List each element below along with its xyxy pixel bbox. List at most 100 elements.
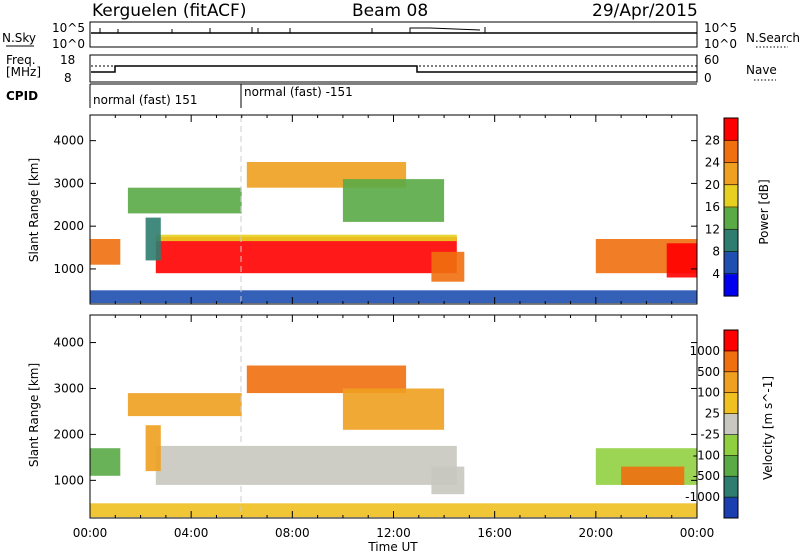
- power-region-9: [666, 243, 697, 278]
- power-axes: 1000 2000 3000 4000: [53, 115, 698, 304]
- velocity-ytick-label-1: 2000: [53, 427, 84, 441]
- velocity-colorbar-tick-label-0: 1000: [689, 344, 720, 358]
- velocity-region-3: [127, 393, 242, 417]
- power-colorbar-swatch-1: [724, 251, 738, 275]
- nsky-spikes: [99, 27, 486, 33]
- nsky-right-tick-top: 10^5: [704, 21, 737, 35]
- power-colorbar-tick-label-2: 12: [705, 222, 720, 236]
- power-colorbar-swatch-6: [724, 140, 738, 164]
- velocity-region-6: [431, 466, 465, 495]
- power-region-4: [127, 187, 242, 214]
- power-colorbar-tick-label-4: 20: [705, 178, 720, 192]
- velocity-colorbar-tick-label-5: -100: [693, 448, 720, 462]
- power-heatmap-data: [90, 116, 697, 304]
- velocity-colorbar-swatch-6: [724, 371, 738, 394]
- power-region-7: [431, 251, 465, 282]
- velocity-region-5: [342, 388, 445, 430]
- freq-left-tick-top: 18: [60, 53, 75, 67]
- velocity-colorbar-swatch-3: [724, 434, 738, 456]
- power-colorbar-swatch-4: [724, 184, 738, 208]
- freq-trace: [91, 65, 697, 73]
- time-axis-labels: 00:00 04:00 08:00 12:00 16:00 20:00 00:00: [73, 526, 715, 540]
- velocity-colorbar-tick-label-2: 100: [697, 386, 720, 400]
- power-region-3: [145, 217, 161, 261]
- time-tick-label-1: 04:00: [174, 526, 209, 540]
- power-colorbar-tick-label-5: 24: [705, 156, 720, 170]
- velocity-region-1: [155, 445, 457, 485]
- velocity-region-9: [90, 503, 697, 518]
- time-tick-label-0: 00:00: [73, 526, 108, 540]
- date-title: 29/Apr/2015: [592, 1, 698, 21]
- nsearch-label: N.Search: [746, 31, 800, 45]
- velocity-colorbar-swatch-4: [724, 413, 738, 435]
- velocity-colorbar: 1000 500 100 25 -25 -100 -500 -1000: [685, 329, 739, 519]
- nsky-left-tick-top: 10^5: [52, 21, 85, 35]
- velocity-ytick-label-0: 1000: [53, 473, 84, 487]
- power-colorbar-swatch-5: [724, 162, 738, 186]
- power-colorbar-tick-label-1: 8: [712, 245, 720, 259]
- time-tick-label-6: 00:00: [680, 526, 715, 540]
- velocity-colorbar-swatch-5: [724, 392, 738, 415]
- velocity-colorbar-swatch-1: [724, 476, 738, 498]
- power-colorbar-swatch-7: [724, 118, 738, 141]
- power-colorbar-swatch-2: [724, 229, 738, 253]
- freq-label-1: Freq.: [6, 53, 36, 67]
- power-ylabel: Slant Range [km]: [27, 158, 41, 262]
- time-tick-label-5: 20:00: [579, 526, 614, 540]
- power-ytick-label-2: 3000: [53, 176, 84, 190]
- time-tick-label-2: 08:00: [275, 526, 310, 540]
- velocity-region-0: [90, 448, 121, 476]
- velocity-region-2: [145, 425, 161, 472]
- power-colorbar: 4 8 12 16 20 24 28: [705, 117, 739, 297]
- cpid-label: CPID: [6, 89, 38, 103]
- power-region-2: [155, 234, 457, 242]
- time-tick-label-3: 12:00: [376, 526, 411, 540]
- velocity-colorbar-frame: [723, 329, 739, 519]
- station-title: Kerguelen (fitACF): [92, 1, 246, 21]
- velocity-heatmap-data: [90, 316, 697, 518]
- velocity-axes: 1000 2000 3000 4000: [53, 315, 698, 518]
- power-colorbar-swatch-0: [724, 273, 738, 297]
- beam-title: Beam 08: [352, 1, 428, 21]
- freq-panel: [89, 54, 698, 83]
- velocity-ylabel: Slant Range [km]: [27, 363, 41, 467]
- power-colorbar-tick-label-0: 4: [712, 267, 720, 281]
- power-colorbar-tick-label-6: 28: [705, 133, 720, 147]
- power-region-10: [90, 290, 697, 304]
- nsky-left-tick-bottom: 10^0: [52, 37, 85, 51]
- cpid-segment-0: normal (fast) 151: [93, 93, 197, 107]
- time-tick-label-4: 16:00: [477, 526, 512, 540]
- velocity-region-8: [621, 466, 685, 485]
- power-colorbar-tick-label-3: 16: [705, 200, 720, 214]
- power-ytick-label-3: 4000: [53, 134, 84, 148]
- velocity-colorbar-tick-label-3: 25: [705, 407, 720, 421]
- power-region-0: [90, 239, 121, 265]
- velocity-ytick-label-3: 4000: [53, 336, 84, 350]
- velocity-colorbar-swatch-2: [724, 455, 738, 477]
- nsky-panel: [89, 21, 698, 48]
- power-colorbar-swatch-3: [724, 207, 738, 230]
- power-colorbar-label: Power [dB]: [757, 179, 771, 244]
- velocity-colorbar-swatch-8: [724, 330, 738, 352]
- power-ytick-label-0: 1000: [53, 262, 84, 276]
- velocity-colorbar-tick-label-6: -500: [693, 469, 720, 483]
- velocity-colorbar-label: Velocity [m s^-1]: [761, 376, 775, 480]
- power-region-6: [342, 179, 445, 222]
- nave-label: Nave: [746, 63, 777, 77]
- nsky-label: N.Sky: [2, 31, 36, 45]
- velocity-colorbar-tick-label-7: -1000: [685, 490, 720, 504]
- power-ytick-label-1: 2000: [53, 219, 84, 233]
- freq-label-2: [MHz]: [6, 65, 41, 79]
- velocity-ytick-label-2: 3000: [53, 381, 84, 395]
- velocity-colorbar-tick-label-4: -25: [700, 427, 720, 441]
- velocity-colorbar-swatch-0: [724, 497, 738, 519]
- velocity-colorbar-swatch-7: [724, 350, 738, 373]
- cpid-segment-1: normal (fast) -151: [244, 85, 353, 99]
- freq-left-tick-bottom: 8: [64, 71, 72, 85]
- freq-right-tick-bottom: 0: [704, 71, 712, 85]
- velocity-colorbar-tick-label-1: 500: [697, 365, 720, 379]
- nsky-right-tick-bottom: 10^0: [704, 37, 737, 51]
- freq-right-tick-top: 60: [704, 53, 719, 67]
